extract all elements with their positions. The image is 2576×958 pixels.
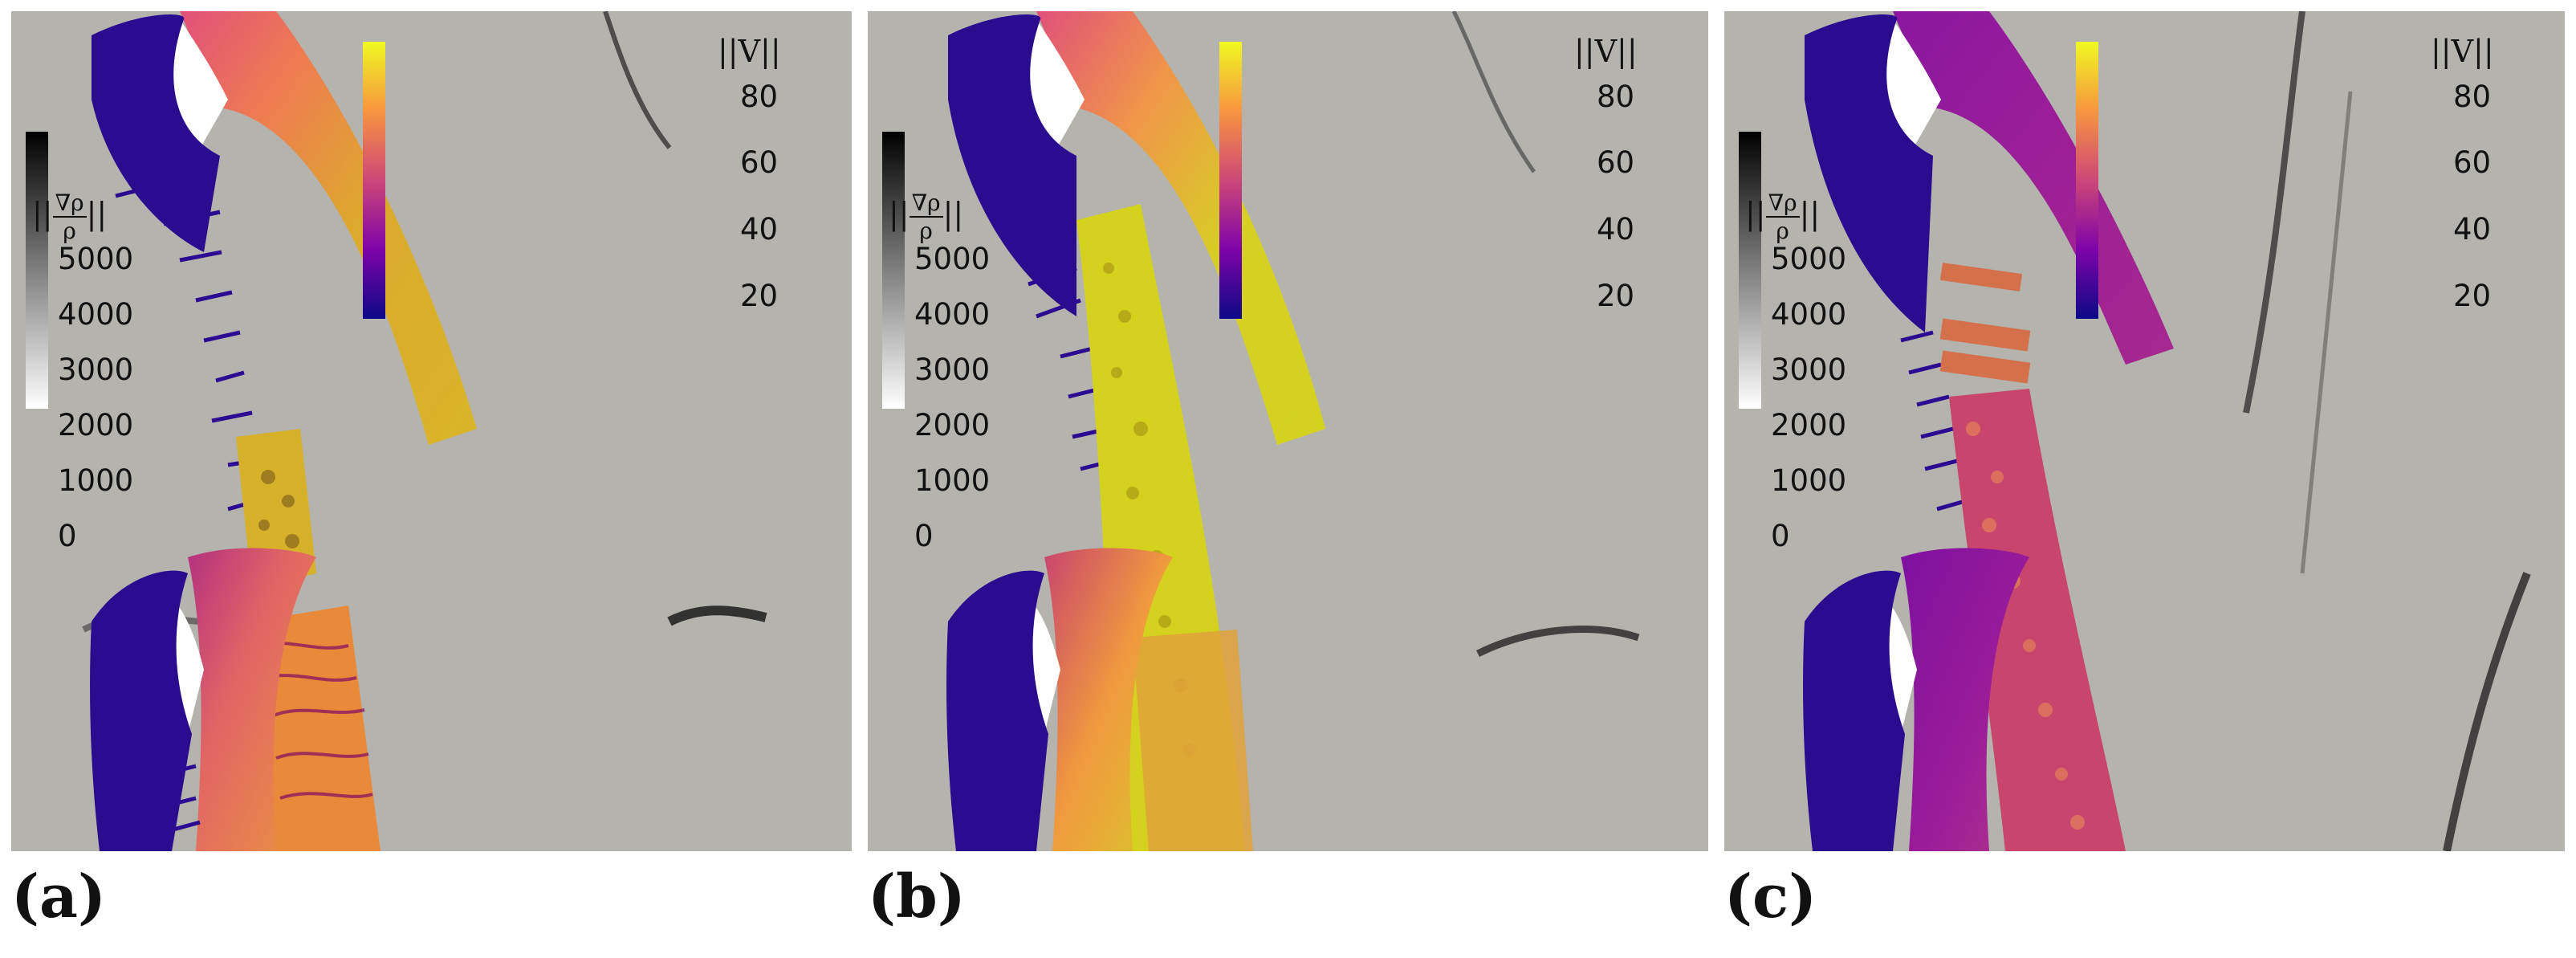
gradient-colorbar — [882, 132, 905, 409]
gradient-legend-title: || ∇ρ ρ || — [32, 190, 108, 244]
panel-c: || ∇ρ ρ || 5000 4000 3000 2000 1000 0 ||V||… — [1724, 11, 2565, 851]
velocity-tick: 80 — [1597, 79, 1635, 114]
panel-b: || ∇ρ ρ || 5000 4000 3000 2000 1000 0 ||V||… — [868, 11, 1708, 851]
velocity-tick: 60 — [740, 145, 779, 180]
simulation-render-b — [882, 11, 1640, 851]
gradient-legend-title: || ∇ρ ρ || — [1745, 190, 1821, 244]
gradient-tick: 0 — [914, 519, 934, 553]
velocity-tick: 60 — [1597, 145, 1635, 180]
caption-b: (b) — [868, 862, 966, 932]
caption-a: (a) — [11, 862, 106, 932]
velocity-colorbar — [363, 42, 385, 319]
gradient-tick: 4000 — [1771, 297, 1847, 332]
gradient-tick: 3000 — [914, 353, 991, 387]
velocity-legend-title: ||V|| — [718, 34, 781, 69]
gradient-tick: 3000 — [58, 353, 134, 387]
gradient-tick: 2000 — [914, 408, 991, 442]
velocity-tick: 40 — [2453, 212, 2492, 247]
velocity-legend-title: ||V|| — [2431, 34, 2494, 69]
velocity-legend-title: ||V|| — [1574, 34, 1638, 69]
gradient-tick: 4000 — [58, 297, 134, 332]
velocity-colorbar — [2076, 42, 2098, 319]
gradient-tick: 4000 — [914, 297, 991, 332]
gradient-tick: 2000 — [1771, 408, 1847, 442]
velocity-tick: 20 — [1597, 279, 1635, 313]
gradient-tick: 0 — [1771, 519, 1790, 553]
gradient-tick: 1000 — [58, 463, 134, 498]
gradient-tick: 2000 — [58, 408, 134, 442]
gradient-legend-title: || ∇ρ ρ || — [889, 190, 964, 244]
simulation-render-a — [26, 11, 767, 851]
gradient-tick: 5000 — [914, 242, 991, 276]
velocity-tick: 20 — [740, 279, 779, 313]
velocity-tick: 80 — [2453, 79, 2492, 114]
velocity-tick: 60 — [2453, 145, 2492, 180]
velocity-tick: 20 — [2453, 279, 2492, 313]
velocity-tick: 40 — [1597, 212, 1635, 247]
gradient-tick: 1000 — [1771, 463, 1847, 498]
gradient-tick: 0 — [58, 519, 77, 553]
gradient-colorbar — [1739, 132, 1761, 409]
gradient-tick: 5000 — [1771, 242, 1847, 276]
gradient-tick: 1000 — [914, 463, 991, 498]
gradient-tick: 5000 — [58, 242, 134, 276]
velocity-tick: 80 — [740, 79, 779, 114]
gradient-tick: 3000 — [1771, 353, 1847, 387]
velocity-tick: 40 — [740, 212, 779, 247]
gradient-colorbar — [26, 132, 48, 409]
velocity-colorbar — [1219, 42, 1242, 319]
simulation-render-c — [1739, 11, 2531, 851]
caption-c: (c) — [1724, 862, 1817, 932]
panel-a: || ∇ρ ρ || 5000 4000 3000 2000 1000 0 ||V||… — [11, 11, 852, 851]
